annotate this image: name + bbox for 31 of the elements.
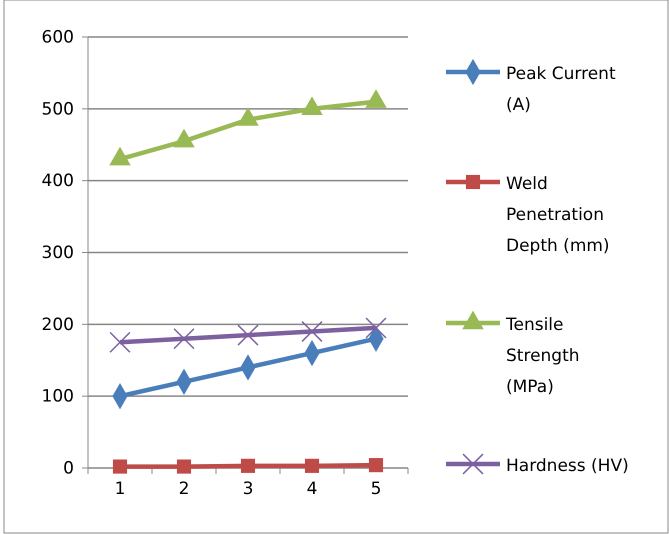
point <box>176 459 192 474</box>
x-tick-label: 4 <box>306 479 318 500</box>
y-tick-label: 400 <box>42 171 74 192</box>
x-tick-label: 3 <box>242 479 254 500</box>
y-tick-label: 0 <box>63 458 74 478</box>
point <box>304 458 320 473</box>
point <box>109 332 131 353</box>
point <box>109 146 131 166</box>
y-tick-label: 200 <box>42 314 74 335</box>
point <box>365 89 387 108</box>
point <box>173 128 195 148</box>
point <box>368 458 384 472</box>
point <box>112 459 128 474</box>
legend-label: Peak Current (A) <box>506 64 616 115</box>
point <box>237 324 259 346</box>
point <box>365 317 387 339</box>
x-tick-label: 1 <box>114 479 126 500</box>
legend-label: Hardness (HV) <box>506 456 629 476</box>
point <box>301 320 323 342</box>
x-tick-label: 2 <box>178 479 190 500</box>
y-tick-label: 100 <box>42 386 74 407</box>
x-tick-label: 5 <box>370 479 382 500</box>
point <box>237 107 259 126</box>
legend-label: Weld Penetration Depth (mm) <box>506 174 610 256</box>
y-tick-label: 500 <box>42 99 74 120</box>
y-tick-label: 600 <box>42 27 74 48</box>
y-tick-label: 300 <box>42 242 74 263</box>
point <box>173 328 195 350</box>
point <box>240 458 256 473</box>
point <box>301 96 323 116</box>
legend-label: Tensile Strength (MPa) <box>505 315 580 397</box>
